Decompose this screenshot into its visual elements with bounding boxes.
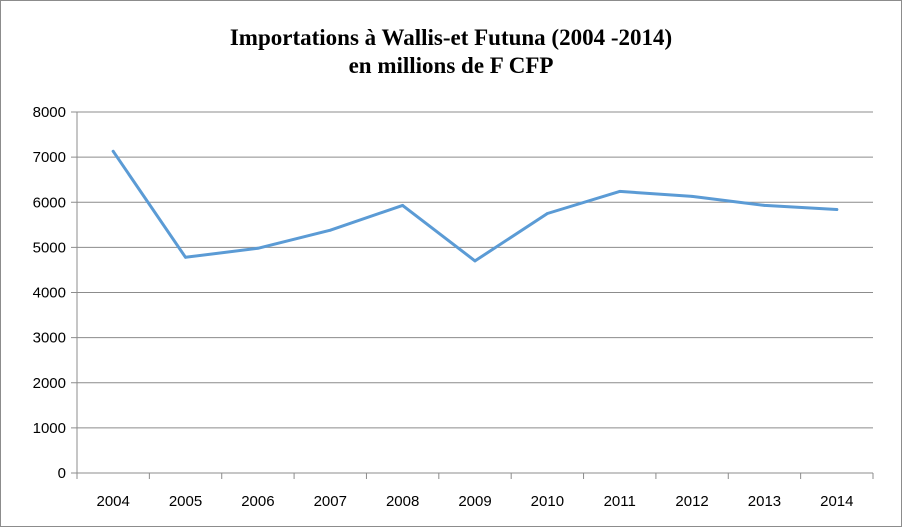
data-point	[545, 212, 549, 215]
y-tick-label: 5000	[33, 239, 66, 256]
data-point	[473, 259, 477, 263]
series-layer	[111, 149, 839, 263]
axes	[71, 111, 874, 479]
y-tick-label: 7000	[33, 149, 66, 166]
chart-title-block: Importations à Wallis-et Futuna (2004 -2…	[0, 24, 902, 80]
x-tick-label: 2004	[96, 493, 129, 510]
y-tick-label: 4000	[33, 285, 66, 302]
x-tick-label: 2009	[458, 493, 491, 510]
x-tick-label: 2005	[169, 493, 202, 510]
x-tick-label: 2012	[675, 493, 708, 510]
x-tick-label: 2006	[241, 493, 274, 510]
data-point	[763, 204, 766, 207]
data-point	[618, 190, 622, 193]
x-tick-label: 2008	[386, 493, 419, 510]
data-point	[328, 228, 332, 232]
data-point	[111, 149, 115, 153]
y-tick-label: 2000	[33, 375, 66, 392]
y-tick-label: 1000	[33, 420, 66, 437]
y-tick-label: 0	[58, 465, 66, 482]
y-tick-label: 6000	[33, 194, 66, 211]
chart-title: Importations à Wallis-et Futuna (2004 -2…	[229, 25, 673, 50]
data-point	[401, 204, 405, 207]
y-axis-tick-labels: 0 1000 2000 3000 4000 5000 6000 7000 8000	[33, 104, 66, 482]
data-point	[690, 194, 694, 198]
y-tick-label: 3000	[33, 330, 66, 347]
chart-subtitle: en millions de F CFP	[348, 53, 554, 78]
series-line	[111, 149, 839, 263]
x-tick-label: 2013	[748, 493, 781, 510]
data-point	[835, 208, 839, 211]
y-tick-label: 8000	[33, 104, 66, 121]
x-tick-label: 2010	[531, 493, 564, 510]
x-tick-label: 2011	[604, 493, 636, 510]
x-axis-tick-labels: 2004 2005 2006 2007 2008 2009 2010 2011 2012 2013…	[96, 493, 853, 510]
x-tick-label: 2014	[820, 493, 853, 510]
data-point	[256, 246, 260, 250]
data-point	[184, 255, 187, 259]
x-tick-label: 2007	[314, 493, 347, 510]
gridlines	[77, 111, 873, 429]
